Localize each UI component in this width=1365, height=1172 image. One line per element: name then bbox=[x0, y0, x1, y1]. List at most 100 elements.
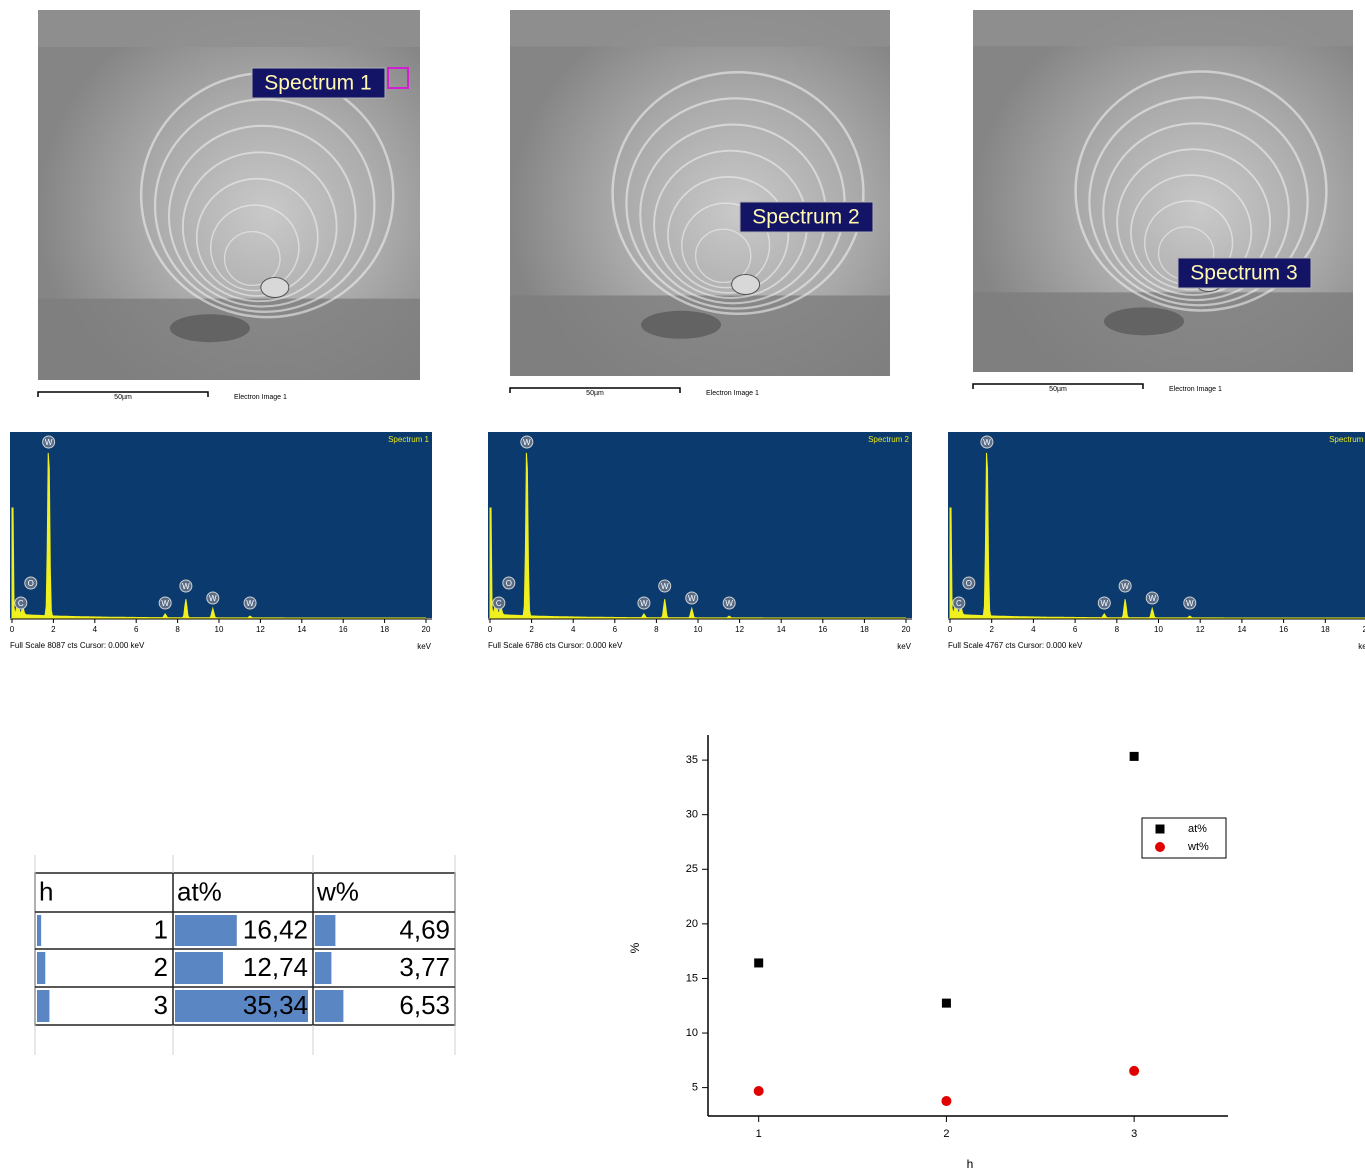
y-tick-label: 10 bbox=[686, 1027, 698, 1039]
peak-label: W bbox=[661, 582, 669, 591]
scale-bar-label: 50µm bbox=[586, 390, 604, 397]
spectrum-footer: Full Scale 8087 cts Cursor: 0.000 keV bbox=[10, 641, 145, 650]
spectrum-trace bbox=[949, 452, 1365, 619]
spectrum-tick-label: 6 bbox=[1073, 625, 1078, 634]
peak-label: O bbox=[966, 579, 972, 588]
peak-label: O bbox=[506, 579, 512, 588]
image-caption: Electron Image 1 bbox=[706, 390, 759, 397]
spectrum-title: Spectrum 3 bbox=[1329, 435, 1365, 444]
table-cell: 2 bbox=[154, 952, 168, 982]
table-cell: 3,77 bbox=[399, 952, 450, 982]
spectrum-tick-label: 18 bbox=[1321, 625, 1330, 634]
top-band bbox=[38, 10, 420, 47]
label-box bbox=[1177, 257, 1312, 289]
spectrum-tick-label: 18 bbox=[860, 625, 869, 634]
spectrum-title: Spectrum 1 bbox=[388, 435, 429, 444]
data-bar bbox=[315, 952, 332, 984]
peak-label: C bbox=[496, 599, 502, 608]
crater-ring bbox=[611, 70, 865, 316]
spectrum-tick-label: 18 bbox=[380, 625, 389, 634]
crater-ring bbox=[1130, 174, 1253, 291]
spectrum-label: Spectrum 2 bbox=[752, 206, 859, 229]
peak-marker bbox=[1097, 596, 1111, 610]
peak-marker bbox=[658, 579, 672, 593]
spectrum-tick-label: 0 bbox=[10, 625, 15, 634]
spectrum-trace bbox=[489, 452, 906, 619]
peak-label: C bbox=[18, 599, 24, 608]
legend-label: wt% bbox=[1187, 841, 1209, 853]
crater-ring bbox=[195, 177, 319, 297]
scale-bar-label: 50µm bbox=[1049, 386, 1067, 393]
table-header: h bbox=[39, 876, 53, 906]
scale-bar-label: 50µm bbox=[114, 394, 132, 401]
spectrum-title: Spectrum 2 bbox=[868, 435, 909, 444]
peak-marker bbox=[980, 435, 994, 449]
spectrum-footer: Full Scale 6786 cts Cursor: 0.000 keV bbox=[488, 641, 623, 650]
crater-ring bbox=[681, 202, 771, 289]
crater-ring bbox=[223, 230, 281, 287]
spectrum-tick-label: 16 bbox=[818, 625, 827, 634]
marker-square bbox=[1129, 751, 1139, 761]
spectrum-tick-label: 0 bbox=[488, 625, 493, 634]
table-cell: 4,69 bbox=[399, 914, 450, 944]
spectrum-tick-label: 12 bbox=[735, 625, 744, 634]
peak-marker bbox=[722, 596, 736, 610]
spectrum-unit: keV bbox=[417, 642, 431, 651]
data-bar bbox=[175, 915, 237, 946]
crater-ring bbox=[694, 228, 752, 284]
crater-ring bbox=[1088, 96, 1309, 307]
spectrum-trace bbox=[11, 452, 426, 619]
table-cell: 3 bbox=[154, 990, 168, 1020]
spectrum-tick-label: 6 bbox=[613, 625, 618, 634]
table-cell: 1 bbox=[154, 914, 168, 944]
y-tick-label: 5 bbox=[692, 1082, 698, 1094]
x-tick-label: 3 bbox=[1131, 1128, 1137, 1140]
table-cell: 12,74 bbox=[243, 952, 308, 982]
spectrum-unit: keV bbox=[1358, 642, 1365, 651]
data-bar bbox=[315, 915, 336, 946]
spectrum-tick-label: 12 bbox=[1196, 625, 1205, 634]
marker-circle bbox=[753, 1086, 764, 1097]
crater-tip bbox=[731, 274, 761, 295]
peak-label: W bbox=[161, 599, 169, 608]
spectrum-tick-label: 20 bbox=[902, 625, 911, 634]
table-header: at% bbox=[177, 876, 222, 906]
data-bar bbox=[37, 990, 50, 1022]
data-bar bbox=[175, 990, 308, 1022]
peak-label: W bbox=[1121, 582, 1129, 591]
peak-label: W bbox=[182, 582, 190, 591]
crater-ring bbox=[1074, 70, 1328, 312]
peak-label: W bbox=[640, 599, 648, 608]
peak-marker bbox=[637, 596, 651, 610]
spectrum-plot bbox=[948, 432, 1365, 618]
y-tick-label: 35 bbox=[686, 754, 698, 766]
spectrum-tick-label: 16 bbox=[339, 625, 348, 634]
spectrum-tick-label: 14 bbox=[1237, 625, 1246, 634]
peak-marker bbox=[502, 576, 516, 590]
spectrum-tick-label: 16 bbox=[1279, 625, 1288, 634]
peak-marker bbox=[962, 576, 976, 590]
marker-circle bbox=[941, 1096, 952, 1107]
spectrum-tick-label: 2 bbox=[51, 625, 56, 634]
spectrum-tick-label: 4 bbox=[571, 625, 576, 634]
spectrum-tick-label: 8 bbox=[654, 625, 659, 634]
spectrum-label: Spectrum 3 bbox=[1190, 262, 1297, 285]
crater-ring bbox=[153, 98, 376, 313]
spectrum-tick-label: 6 bbox=[134, 625, 139, 634]
x-tick-label: 1 bbox=[756, 1128, 762, 1140]
table-header: w% bbox=[316, 876, 359, 906]
spectrum-tick-label: 14 bbox=[297, 625, 306, 634]
spectrum-tick-label: 8 bbox=[175, 625, 180, 634]
peak-label: W bbox=[688, 594, 696, 603]
spectrum-tick-label: 12 bbox=[256, 625, 265, 634]
image-caption: Electron Image 1 bbox=[1169, 386, 1222, 393]
peak-marker bbox=[1183, 596, 1197, 610]
legend-box bbox=[1141, 817, 1227, 859]
peak-marker bbox=[14, 596, 28, 610]
scale-bar bbox=[509, 387, 681, 393]
peak-label: W bbox=[1148, 594, 1156, 603]
data-bar bbox=[315, 990, 344, 1022]
marker-square bbox=[941, 998, 951, 1008]
peak-label: W bbox=[209, 594, 217, 603]
